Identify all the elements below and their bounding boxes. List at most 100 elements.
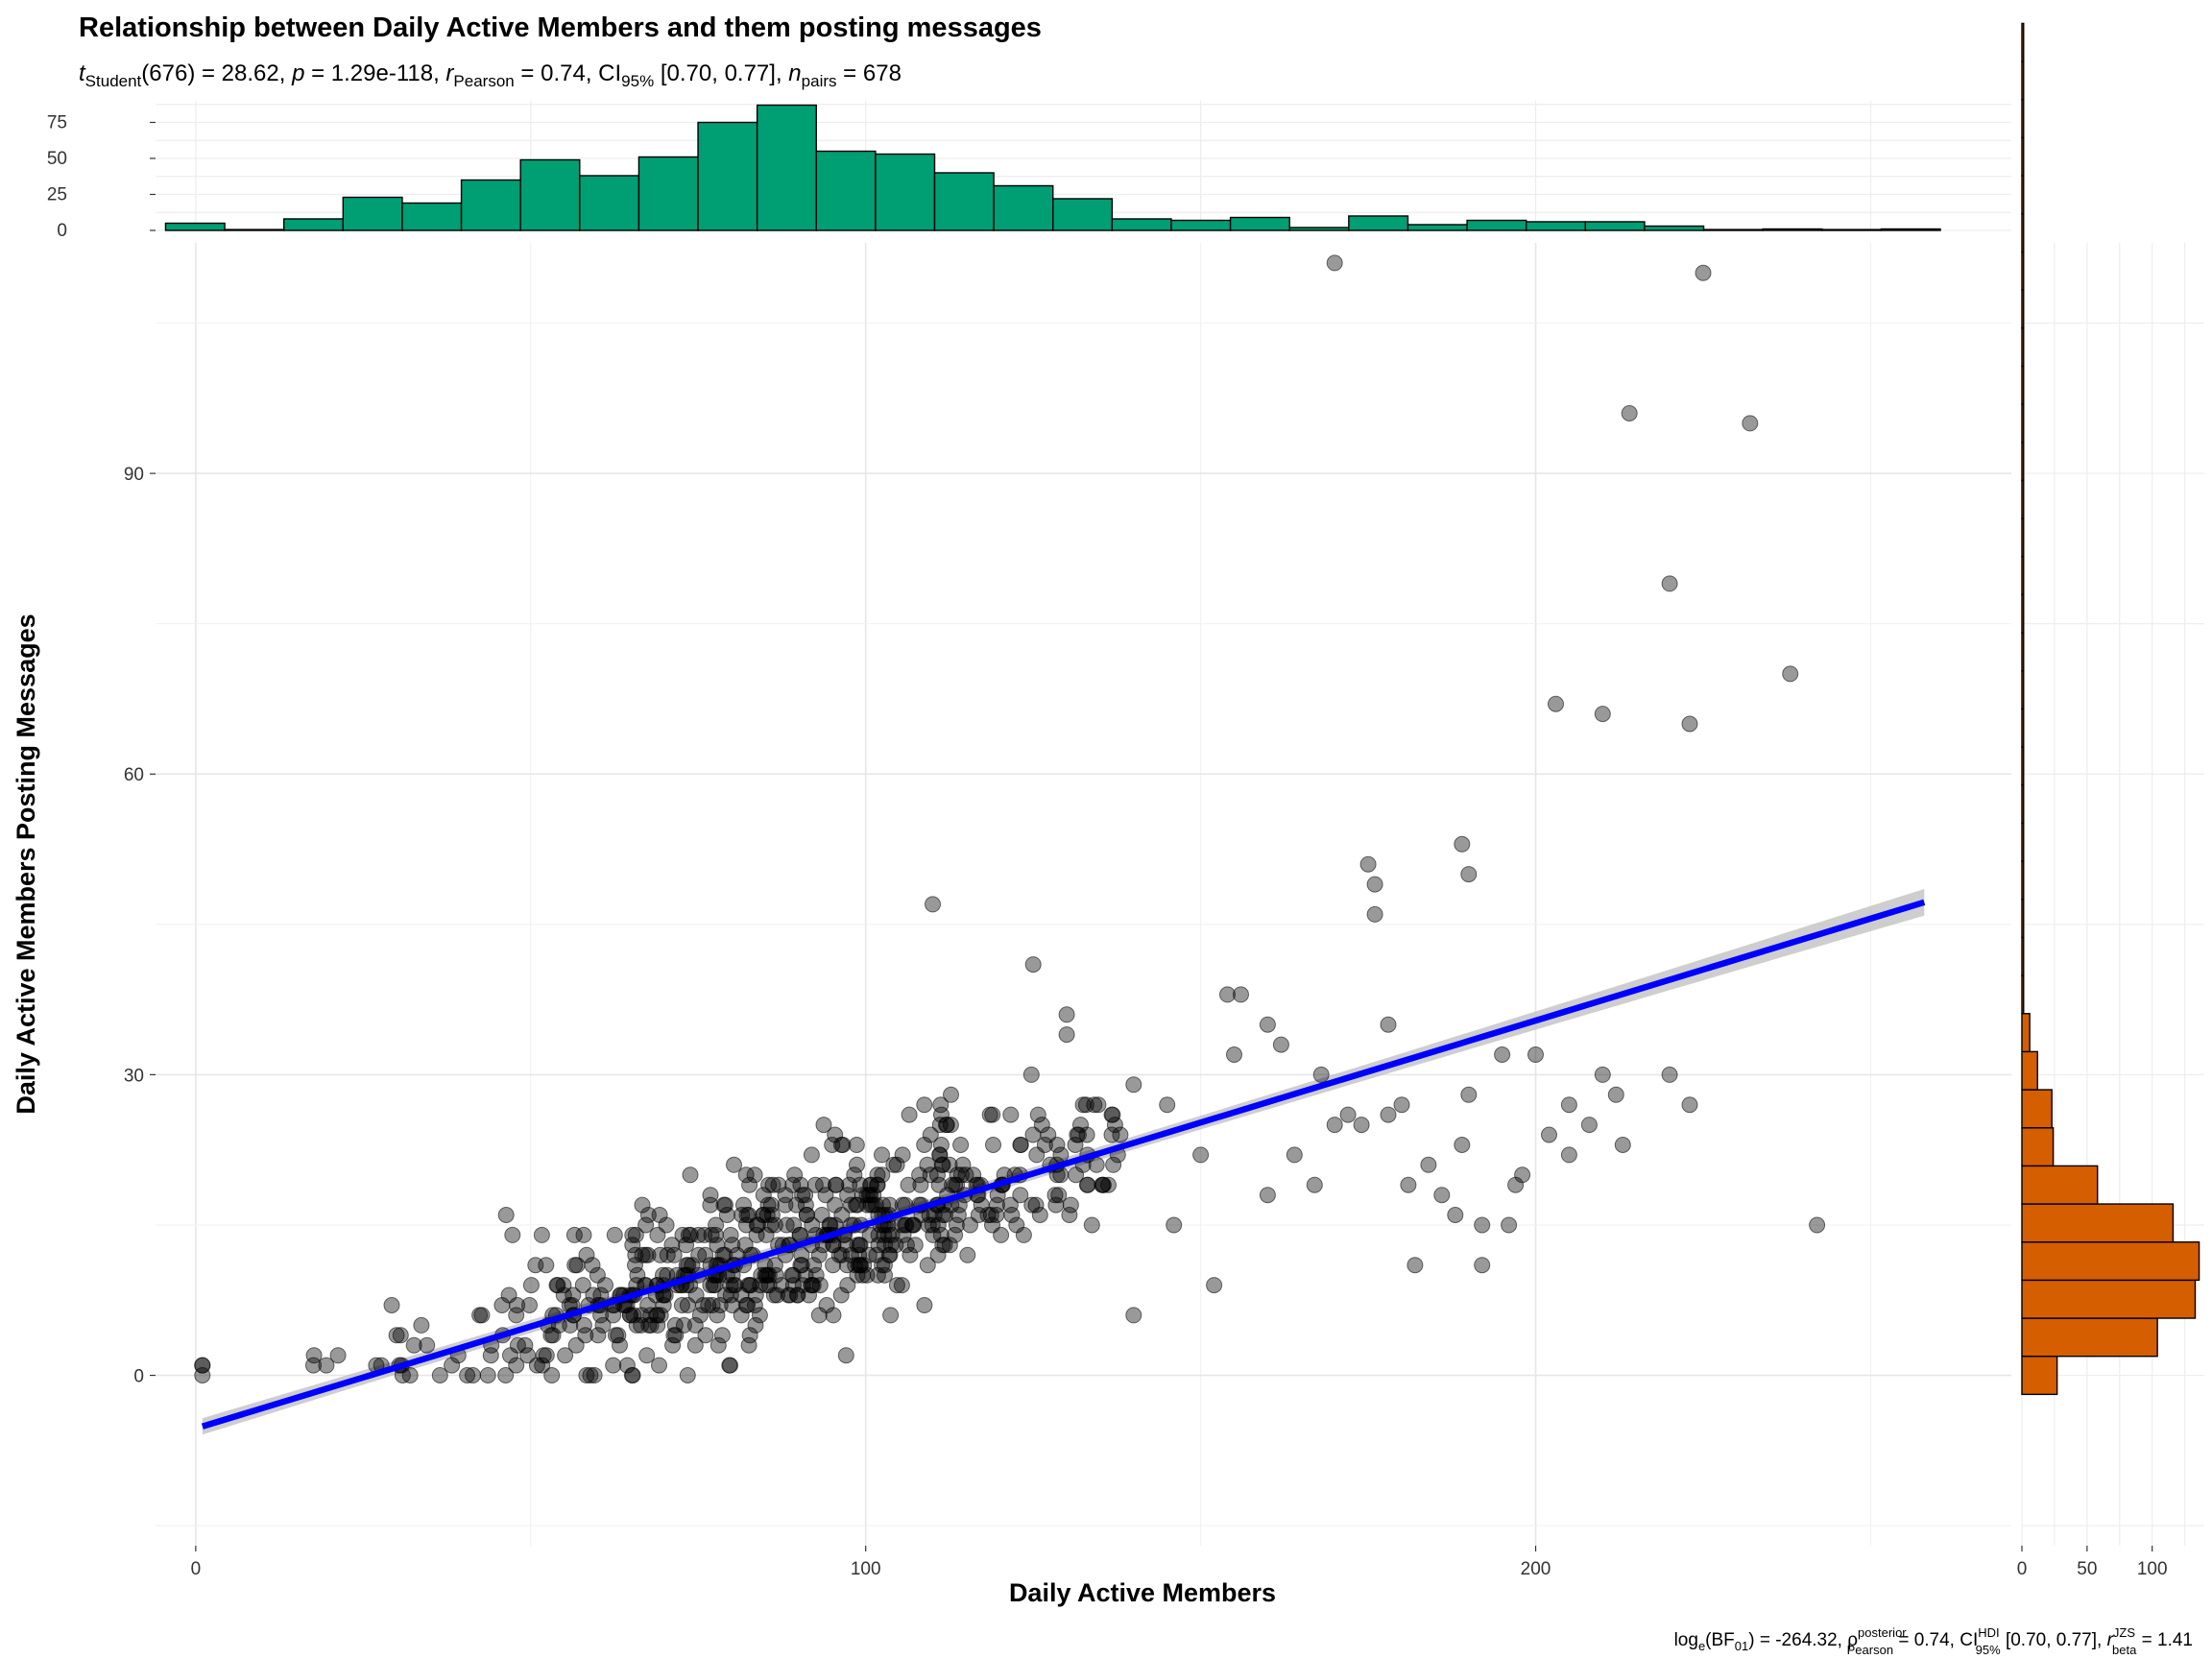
right-histogram-bar [2021, 936, 2025, 976]
scatter-point [1272, 1036, 1289, 1053]
scatter-point [1339, 1106, 1357, 1123]
scatter-point [1661, 1066, 1678, 1083]
scatter-point [1514, 1166, 1531, 1184]
top-histogram-bar [815, 150, 877, 231]
scatter-point [519, 1347, 537, 1364]
y-tick-label: 90 [124, 465, 144, 485]
scatter-point [566, 1257, 584, 1274]
right-histogram-bar [2021, 251, 2025, 291]
scatter-point [804, 1216, 821, 1234]
scatter-point [1359, 855, 1377, 873]
right-histogram-x-ticks: 0 50 100 [2017, 1546, 2168, 1579]
right-histogram-bar [2021, 175, 2025, 215]
right-histogram-bar [2021, 708, 2025, 748]
top-histogram-bar [1762, 228, 1823, 231]
scatter-point [690, 1246, 708, 1263]
right-histogram-bar [2021, 593, 2025, 634]
scatter-point [722, 1226, 739, 1243]
y-tick-label: 0 [133, 1367, 144, 1387]
scatter-point [825, 1307, 842, 1324]
scatter-point [770, 1176, 787, 1193]
scatter-point [882, 1307, 900, 1324]
scatter-point [1782, 665, 1799, 683]
scatter-point [392, 1327, 409, 1344]
scatter-point [1742, 415, 1759, 432]
scatter-point [752, 1277, 769, 1294]
scatter-point [765, 1286, 782, 1304]
scatter-point [686, 1336, 704, 1354]
scatter-point [1460, 866, 1478, 883]
scatter-point [1206, 1277, 1223, 1294]
regression-line-path [201, 899, 1926, 1430]
scatter-point [419, 1336, 436, 1354]
top-histogram-bar [875, 153, 936, 231]
scatter-point [1259, 1187, 1276, 1204]
scatter-point [1031, 1207, 1048, 1223]
top-y-tick-label: 25 [47, 185, 67, 205]
scatter-point [715, 1196, 733, 1214]
right-histogram-bar [2021, 60, 2025, 101]
scatter-point [634, 1196, 651, 1214]
scatter-point [1022, 1066, 1040, 1083]
main-grid [156, 243, 2011, 1546]
top-histogram-bar [1288, 227, 1350, 231]
scatter-point [704, 1297, 721, 1313]
scatter-point [807, 1266, 825, 1284]
scatter-point [828, 1176, 844, 1193]
scatter-point [747, 1316, 764, 1334]
scatter-point [1048, 1137, 1066, 1153]
scatter-point [1047, 1196, 1065, 1214]
scatter-point [664, 1336, 682, 1354]
scatter-point [897, 1216, 914, 1234]
right-x-tick-label: 0 [2017, 1559, 2028, 1579]
scatter-point [1079, 1176, 1096, 1193]
scatter-point [815, 1117, 832, 1134]
scatter-point [318, 1357, 335, 1374]
top-histogram-bar [697, 121, 758, 231]
scatter-point [1067, 1137, 1084, 1153]
scatter-point [1501, 1216, 1518, 1234]
scatter-point [1393, 1096, 1410, 1114]
scatter-point [1607, 1086, 1624, 1103]
scatter-point [981, 1106, 998, 1123]
scatter-point [737, 1216, 755, 1234]
scatter-point [544, 1327, 562, 1344]
scatter-point [811, 1277, 829, 1294]
top-histogram-bar [164, 222, 226, 231]
scatter-point [621, 1307, 638, 1324]
scatter-point [684, 1257, 701, 1274]
scatter-point [1494, 1046, 1511, 1063]
right-histogram-bar [2021, 517, 2025, 558]
scatter-point [1433, 1187, 1451, 1204]
scatter-point [575, 1226, 592, 1243]
scatter-point [1661, 575, 1678, 592]
right-histogram-bar [2021, 784, 2025, 825]
scatter-point [1103, 1126, 1120, 1143]
scatter-point [589, 1327, 607, 1344]
scatter-point [1326, 1117, 1343, 1134]
scatter-point [833, 1207, 851, 1223]
right-x-tick-label: 100 [2137, 1559, 2168, 1579]
top-histogram [164, 104, 1941, 231]
scatter-point [708, 1216, 725, 1234]
top-histogram-bar [1702, 228, 1764, 231]
scatter-point [817, 1187, 834, 1204]
top-histogram-bar [1052, 198, 1114, 231]
scatter-point [459, 1367, 476, 1383]
scatter-point [922, 1126, 939, 1143]
scatter-point [388, 1327, 405, 1344]
scatter-point [1460, 1086, 1478, 1103]
scatter-point [902, 1246, 919, 1263]
scatter-point [473, 1307, 491, 1324]
scatter-point [948, 1216, 965, 1234]
scatter-point [534, 1357, 551, 1374]
scatter-point [801, 1286, 817, 1304]
scatter-point [1681, 715, 1698, 733]
scatter-point [839, 1187, 856, 1204]
right-histogram-bar [2021, 22, 2025, 62]
scatter-point [1407, 1257, 1424, 1274]
scatter-point [862, 1187, 879, 1204]
scatter-point [1474, 1216, 1491, 1234]
scatter-point [852, 1257, 869, 1274]
top-histogram-bar [1229, 216, 1290, 231]
